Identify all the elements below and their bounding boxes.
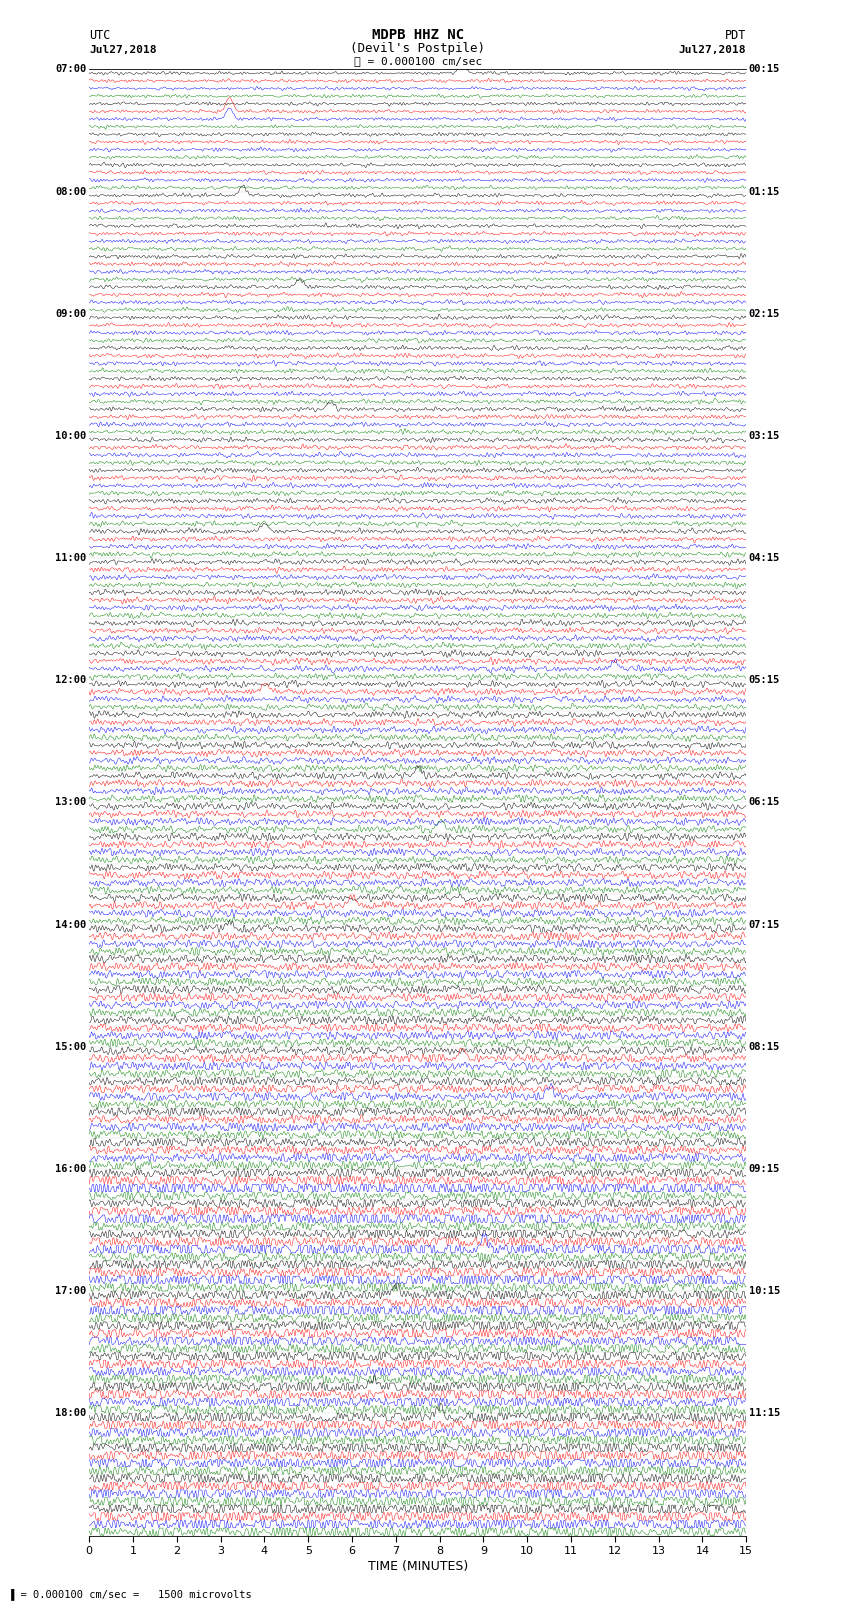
Text: 12:00: 12:00 [55, 676, 87, 686]
Text: 06:15: 06:15 [749, 797, 780, 808]
Text: 16:00: 16:00 [55, 1165, 87, 1174]
Text: Jul27,2018: Jul27,2018 [679, 45, 746, 55]
X-axis label: TIME (MINUTES): TIME (MINUTES) [368, 1560, 468, 1573]
Text: PDT: PDT [725, 29, 746, 42]
Text: 07:15: 07:15 [749, 919, 780, 929]
Text: 11:00: 11:00 [55, 553, 87, 563]
Text: UTC: UTC [89, 29, 110, 42]
Text: ▐ = 0.000100 cm/sec =   1500 microvolts: ▐ = 0.000100 cm/sec = 1500 microvolts [8, 1589, 252, 1600]
Text: 05:15: 05:15 [749, 676, 780, 686]
Text: 09:00: 09:00 [55, 308, 87, 319]
Text: 13:00: 13:00 [55, 797, 87, 808]
Text: 10:00: 10:00 [55, 431, 87, 440]
Text: 00:15: 00:15 [749, 65, 780, 74]
Text: 08:00: 08:00 [55, 187, 87, 197]
Text: 02:15: 02:15 [749, 308, 780, 319]
Text: 01:15: 01:15 [749, 187, 780, 197]
Text: 15:00: 15:00 [55, 1042, 87, 1052]
Text: 11:15: 11:15 [749, 1408, 780, 1418]
Text: 04:15: 04:15 [749, 553, 780, 563]
Text: MDPB HHZ NC: MDPB HHZ NC [371, 27, 464, 42]
Text: 09:15: 09:15 [749, 1165, 780, 1174]
Text: 08:15: 08:15 [749, 1042, 780, 1052]
Text: 10:15: 10:15 [749, 1286, 780, 1297]
Text: (Devil's Postpile): (Devil's Postpile) [350, 42, 485, 55]
Text: 18:00: 18:00 [55, 1408, 87, 1418]
Text: 07:00: 07:00 [55, 65, 87, 74]
Text: 14:00: 14:00 [55, 919, 87, 929]
Text: 03:15: 03:15 [749, 431, 780, 440]
Text: Jul27,2018: Jul27,2018 [89, 45, 156, 55]
Text: 17:00: 17:00 [55, 1286, 87, 1297]
Text: ⏐ = 0.000100 cm/sec: ⏐ = 0.000100 cm/sec [354, 56, 482, 66]
